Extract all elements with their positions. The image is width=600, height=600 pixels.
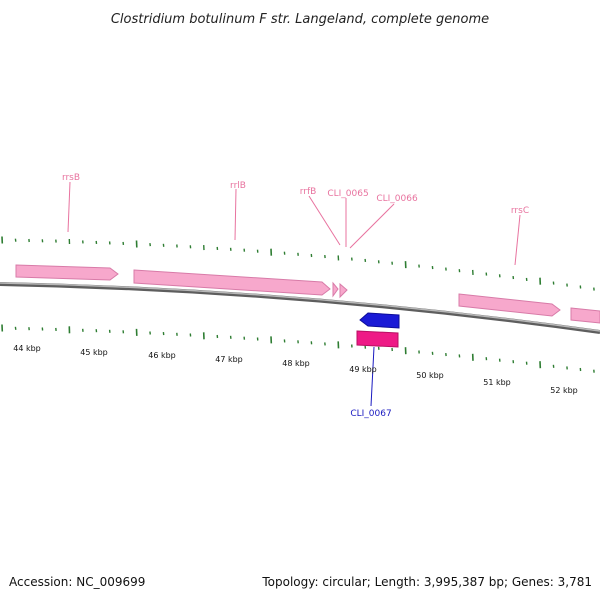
tick-label: 49 kbp — [349, 365, 377, 374]
inner-tick-ring — [1, 324, 595, 373]
label-leaders — [67, 181, 521, 407]
tick-label: 47 kbp — [215, 355, 243, 364]
feature-rrfB-arrow[interactable] — [332, 281, 339, 298]
label-rrsC[interactable]: rrsC — [511, 206, 529, 216]
genome-backbone — [0, 282, 600, 334]
feature-cli0067-arrow[interactable] — [356, 330, 399, 348]
label-rrsB[interactable]: rrsB — [62, 173, 80, 183]
label-cli0066[interactable]: CLI_0066 — [376, 194, 418, 204]
rrna-features — [15, 264, 600, 324]
feature-next-arrow[interactable] — [570, 307, 600, 324]
cds-features — [356, 312, 400, 348]
feature-labels: rrsB rrlB rrfB CLI_0065 CLI_0066 rrsC CL… — [62, 173, 529, 419]
label-rrlB[interactable]: rrlB — [230, 181, 246, 191]
tick-label: 48 kbp — [282, 359, 310, 368]
feature-cli0067-reverse-arrow[interactable] — [359, 312, 400, 329]
label-cli0065[interactable]: CLI_0065 — [327, 189, 368, 199]
tick-label: 44 kbp — [13, 344, 41, 353]
tick-label: 46 kbp — [148, 351, 176, 360]
tick-label: 50 kbp — [416, 371, 444, 380]
tick-label: 52 kbp — [550, 386, 578, 395]
feature-rrsC-arrow[interactable] — [458, 293, 561, 317]
label-rrfB[interactable]: rrfB — [300, 187, 317, 197]
tick-label: 51 kbp — [483, 378, 511, 387]
map-title: Clostridium botulinum F str. Langeland, … — [111, 12, 489, 27]
outer-tick-ring — [1, 236, 595, 291]
genome-summary-text: Topology: circular; Length: 3,995,387 bp… — [261, 575, 592, 589]
label-cli0067[interactable]: CLI_0067 — [350, 409, 391, 419]
feature-rrlB-arrow[interactable] — [133, 269, 331, 296]
feature-rrsB-arrow[interactable] — [15, 264, 119, 281]
kbp-tick-labels: 44 kbp 45 kbp 46 kbp 47 kbp 48 kbp 49 kb… — [13, 344, 578, 395]
tick-label: 45 kbp — [80, 348, 108, 357]
feature-cli0066-arrow[interactable] — [339, 282, 348, 299]
accession-text: Accession: NC_009699 — [9, 575, 145, 589]
